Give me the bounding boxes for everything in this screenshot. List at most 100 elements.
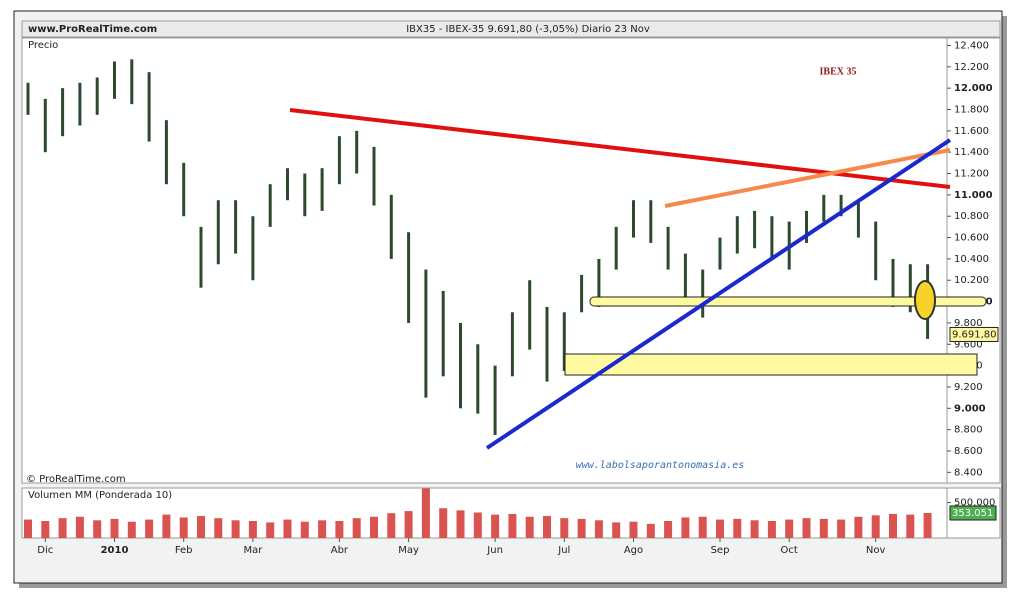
trend-line bbox=[485, 138, 952, 450]
price-bar bbox=[459, 322, 462, 409]
price-bar bbox=[182, 162, 186, 217]
price-bar bbox=[562, 312, 566, 371]
volume-bar bbox=[906, 514, 915, 538]
volume-bar bbox=[854, 516, 863, 538]
price-bar bbox=[908, 264, 912, 313]
volume-bar bbox=[750, 520, 759, 538]
volume-bar bbox=[75, 516, 84, 538]
last-price-label: 9.691,80 bbox=[952, 329, 997, 340]
volume-bar bbox=[491, 514, 500, 538]
volume-bar bbox=[716, 519, 724, 538]
volume-bar bbox=[646, 523, 655, 538]
volume-bar bbox=[577, 518, 586, 538]
volume-bar bbox=[629, 521, 638, 538]
price-bar bbox=[268, 184, 272, 227]
y-tick-label: 11.000 bbox=[954, 190, 993, 201]
x-tick-label: Sep bbox=[711, 545, 730, 556]
support-zone bbox=[564, 353, 978, 376]
volume-bar bbox=[785, 519, 794, 538]
annotations bbox=[289, 108, 987, 450]
volume-bar bbox=[664, 521, 673, 538]
price-bar bbox=[770, 216, 774, 259]
x-tick-label: Dic bbox=[37, 545, 53, 556]
volume-bar bbox=[404, 511, 413, 538]
volume-bar bbox=[335, 521, 344, 538]
volume-bar bbox=[248, 521, 257, 538]
y-tick-label: 10.800 bbox=[954, 211, 989, 222]
price-bar bbox=[753, 210, 757, 249]
x-tick-label: Oct bbox=[781, 545, 798, 556]
volume-bar bbox=[681, 517, 690, 538]
volume-bar bbox=[508, 513, 517, 538]
x-tick-label: Feb bbox=[175, 545, 193, 556]
price-axis-panel bbox=[946, 37, 1001, 484]
price-bar bbox=[43, 98, 47, 153]
price-bar bbox=[822, 194, 826, 222]
volume-bar bbox=[889, 513, 897, 538]
volume-bar bbox=[197, 516, 205, 538]
price-bar bbox=[337, 136, 341, 185]
volume-bar bbox=[110, 518, 119, 538]
highlight bbox=[914, 280, 936, 320]
price-bar bbox=[666, 226, 670, 270]
y-tick-label: 8.400 bbox=[954, 467, 983, 478]
y-tick-label: 11.200 bbox=[954, 169, 989, 180]
volume-bar bbox=[214, 518, 223, 538]
volume-bar bbox=[733, 518, 742, 538]
price-bar bbox=[147, 72, 151, 142]
x-tick-label: Jun bbox=[486, 545, 503, 556]
copyright: © ProRealTime.com bbox=[26, 474, 126, 485]
volume-bar bbox=[318, 520, 327, 538]
price-bar bbox=[805, 210, 808, 243]
volume-bar bbox=[923, 512, 932, 538]
site: www.ProRealTime.com bbox=[28, 24, 157, 35]
x-tick-label: Abr bbox=[331, 545, 349, 556]
last-volume-label: 353.051 bbox=[952, 508, 993, 519]
volume-bar bbox=[802, 518, 811, 538]
volume-bar bbox=[58, 518, 67, 538]
price-bar bbox=[649, 200, 653, 243]
volume-bar bbox=[698, 516, 707, 538]
y2-tick-label: 500.000 bbox=[954, 498, 995, 509]
volume-bar bbox=[283, 519, 292, 538]
price-bar bbox=[355, 130, 359, 174]
volume-bar bbox=[421, 488, 430, 538]
price-bar bbox=[441, 290, 445, 377]
price-bar bbox=[718, 237, 722, 270]
volume-bar bbox=[525, 516, 534, 538]
volume-bar bbox=[266, 522, 275, 538]
price-bar bbox=[407, 232, 411, 323]
price-panel bbox=[21, 37, 948, 484]
volume-label: Volumen MM (Ponderada 10) bbox=[28, 490, 172, 501]
price-bar bbox=[424, 269, 428, 398]
y-tick-label: 10.200 bbox=[954, 275, 989, 286]
price-bar bbox=[476, 344, 480, 414]
price-bar bbox=[372, 146, 376, 206]
price-bar bbox=[545, 306, 549, 382]
x-tick-label: 2010 bbox=[101, 545, 129, 556]
price-bar bbox=[528, 280, 532, 350]
price-bar bbox=[683, 253, 687, 302]
price-bar bbox=[614, 226, 618, 270]
price-bar bbox=[493, 365, 497, 435]
volume-bar bbox=[162, 514, 171, 538]
volume-bar bbox=[560, 518, 569, 538]
volume-bar bbox=[127, 521, 136, 538]
x-tick-label: Jul bbox=[557, 545, 570, 556]
volume-bar bbox=[179, 517, 188, 538]
volume-bar bbox=[352, 518, 361, 538]
price-bar bbox=[389, 194, 393, 259]
volume-bar bbox=[387, 513, 396, 538]
price-bar bbox=[874, 221, 878, 281]
price-bar bbox=[95, 77, 99, 115]
trend-line bbox=[289, 108, 951, 189]
y-tick-label: 12.200 bbox=[954, 62, 989, 73]
volume-bar bbox=[594, 520, 603, 538]
price-bar bbox=[632, 200, 635, 238]
y-tick-label: 10.600 bbox=[954, 233, 989, 244]
chart-title: IBEX 35 bbox=[820, 66, 857, 77]
price-bar bbox=[113, 61, 116, 99]
last-price-box bbox=[949, 326, 999, 342]
volume-bar bbox=[473, 512, 482, 538]
